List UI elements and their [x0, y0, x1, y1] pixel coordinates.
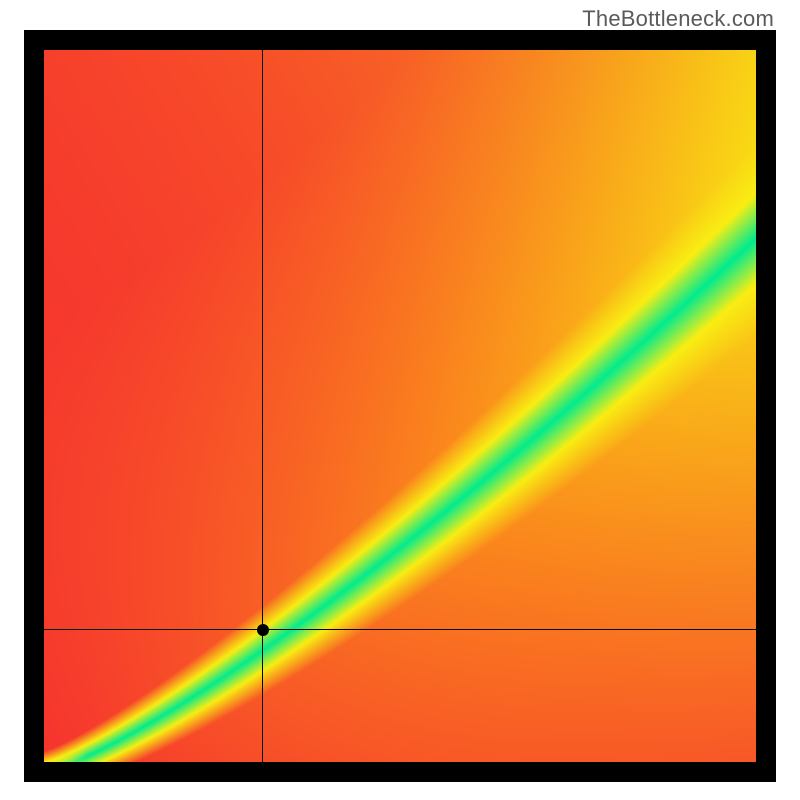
crosshair-vertical — [262, 50, 263, 762]
heatmap-canvas — [44, 50, 756, 762]
crosshair-horizontal — [44, 629, 756, 630]
watermark-text: TheBottleneck.com — [582, 6, 774, 32]
bottleneck-marker-dot — [257, 624, 269, 636]
